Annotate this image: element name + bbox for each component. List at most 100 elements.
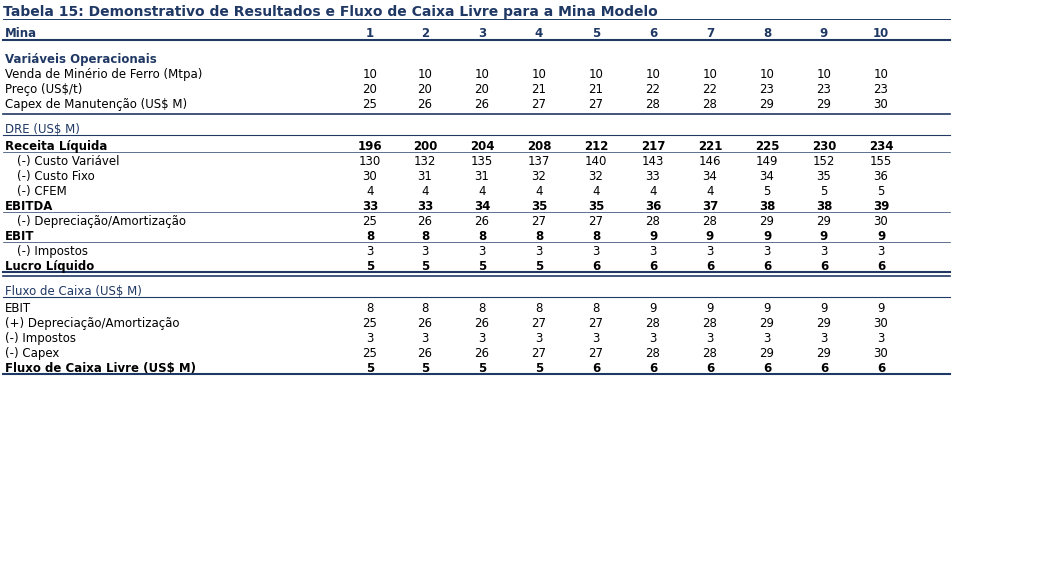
Text: 34: 34 <box>702 170 717 183</box>
Text: Preço (US$/t): Preço (US$/t) <box>5 83 82 96</box>
Text: 10: 10 <box>759 68 774 81</box>
Text: 8: 8 <box>421 230 430 243</box>
Text: 8: 8 <box>366 302 374 315</box>
Text: 26: 26 <box>475 317 490 330</box>
Text: 212: 212 <box>583 140 609 153</box>
Text: 20: 20 <box>475 83 490 96</box>
Text: 208: 208 <box>526 140 552 153</box>
Text: 32: 32 <box>589 170 603 183</box>
Text: 29: 29 <box>759 317 775 330</box>
Text: 3: 3 <box>650 332 657 345</box>
Text: 6: 6 <box>877 362 886 375</box>
Text: (-) Custo Fixo: (-) Custo Fixo <box>17 170 95 183</box>
Text: 137: 137 <box>528 155 550 168</box>
Text: 3: 3 <box>707 245 714 258</box>
Text: 27: 27 <box>589 317 603 330</box>
Text: (-) Custo Variável: (-) Custo Variável <box>17 155 119 168</box>
Text: 10: 10 <box>589 68 603 81</box>
Text: 5: 5 <box>820 185 828 198</box>
Text: 10: 10 <box>475 68 490 81</box>
Text: 26: 26 <box>417 347 433 360</box>
Text: 3: 3 <box>763 332 771 345</box>
Text: 10: 10 <box>418 68 433 81</box>
Text: 23: 23 <box>874 83 889 96</box>
Text: 30: 30 <box>874 98 889 111</box>
Text: 27: 27 <box>589 347 603 360</box>
Text: (-) Impostos: (-) Impostos <box>17 245 88 258</box>
Text: 27: 27 <box>532 215 547 228</box>
Text: EBIT: EBIT <box>5 230 35 243</box>
Text: 29: 29 <box>816 317 832 330</box>
Text: 196: 196 <box>358 140 382 153</box>
Text: Mina: Mina <box>5 27 37 40</box>
Text: 6: 6 <box>706 362 714 375</box>
Text: 9: 9 <box>650 302 657 315</box>
Text: 30: 30 <box>874 347 889 360</box>
Text: 22: 22 <box>645 83 660 96</box>
Text: 8: 8 <box>421 302 429 315</box>
Text: (-) Impostos: (-) Impostos <box>5 332 76 345</box>
Text: 29: 29 <box>759 347 775 360</box>
Text: 7: 7 <box>706 27 714 40</box>
Text: 29: 29 <box>759 98 775 111</box>
Text: 4: 4 <box>707 185 714 198</box>
Text: 4: 4 <box>366 185 374 198</box>
Text: 8: 8 <box>535 230 543 243</box>
Text: 34: 34 <box>474 200 491 213</box>
Text: 6: 6 <box>649 260 657 273</box>
Text: 3: 3 <box>421 332 429 345</box>
Text: 3: 3 <box>877 332 885 345</box>
Text: 9: 9 <box>820 27 828 40</box>
Text: 2: 2 <box>421 27 429 40</box>
Text: 130: 130 <box>359 155 381 168</box>
Text: 5: 5 <box>365 260 374 273</box>
Text: 149: 149 <box>756 155 778 168</box>
Text: DRE (US$ M): DRE (US$ M) <box>5 123 80 136</box>
Text: 39: 39 <box>873 200 889 213</box>
Text: 3: 3 <box>820 332 828 345</box>
Text: 35: 35 <box>588 200 604 213</box>
Text: 3: 3 <box>877 245 885 258</box>
Text: 8: 8 <box>592 302 600 315</box>
Text: 5: 5 <box>478 260 486 273</box>
Text: 29: 29 <box>759 215 775 228</box>
Text: 155: 155 <box>870 155 892 168</box>
Text: 34: 34 <box>759 170 774 183</box>
Text: 23: 23 <box>816 83 832 96</box>
Text: 4: 4 <box>421 185 429 198</box>
Text: 6: 6 <box>592 362 600 375</box>
Text: 6: 6 <box>762 260 771 273</box>
Text: 5: 5 <box>592 27 600 40</box>
Text: 10: 10 <box>874 68 889 81</box>
Text: 4: 4 <box>650 185 657 198</box>
Text: 5: 5 <box>763 185 771 198</box>
Text: 5: 5 <box>535 362 543 375</box>
Text: 28: 28 <box>702 98 717 111</box>
Text: 26: 26 <box>417 317 433 330</box>
Text: 23: 23 <box>759 83 774 96</box>
Text: 9: 9 <box>877 302 885 315</box>
Text: 31: 31 <box>418 170 433 183</box>
Text: 132: 132 <box>414 155 436 168</box>
Text: 10: 10 <box>532 68 547 81</box>
Text: 5: 5 <box>421 260 430 273</box>
Text: Fluxo de Caixa Livre (US$ M): Fluxo de Caixa Livre (US$ M) <box>5 362 196 375</box>
Text: 9: 9 <box>877 230 886 243</box>
Text: 28: 28 <box>645 215 660 228</box>
Text: 5: 5 <box>877 185 885 198</box>
Text: 146: 146 <box>699 155 721 168</box>
Text: 143: 143 <box>642 155 664 168</box>
Text: 29: 29 <box>816 347 832 360</box>
Text: 27: 27 <box>589 215 603 228</box>
Text: 20: 20 <box>362 83 377 96</box>
Text: 22: 22 <box>702 83 717 96</box>
Text: 152: 152 <box>813 155 835 168</box>
Text: 30: 30 <box>874 317 889 330</box>
Text: Lucro Líquido: Lucro Líquido <box>5 260 95 273</box>
Text: 26: 26 <box>475 215 490 228</box>
Text: 6: 6 <box>820 362 828 375</box>
Text: 3: 3 <box>535 245 542 258</box>
Text: 5: 5 <box>365 362 374 375</box>
Text: Tabela 15: Demonstrativo de Resultados e Fluxo de Caixa Livre para a Mina Modelo: Tabela 15: Demonstrativo de Resultados e… <box>3 5 658 19</box>
Text: 5: 5 <box>535 260 543 273</box>
